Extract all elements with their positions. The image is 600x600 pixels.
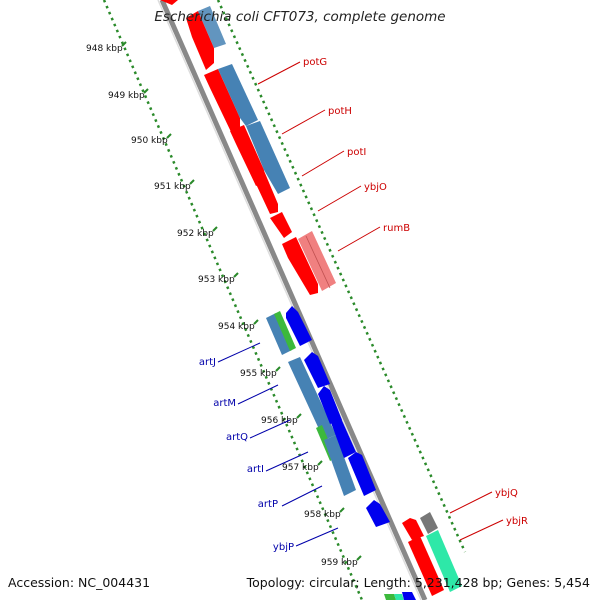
gene-artP[interactable]	[348, 452, 376, 496]
genome-summary: Topology: circular; Length: 5,231,428 bp…	[246, 575, 590, 590]
kbp-tick-label: 951 kbp	[154, 182, 191, 192]
gene-rumB[interactable]	[298, 231, 336, 291]
kbp-tick-mark	[189, 179, 195, 185]
kbp-tick-mark	[275, 366, 281, 372]
gene-label-artP[interactable]: artP	[258, 499, 278, 510]
accession-text: Accession: NC_004431	[8, 575, 151, 590]
gene-potG[interactable]	[186, 6, 226, 70]
gene-label-potG[interactable]: potG	[303, 57, 327, 68]
kbp-tick-mark	[253, 319, 259, 325]
kbp-ruler: 948 kbp 949 kbp 950 kbp 951 kbp 952 kbp 953 k…	[86, 41, 362, 568]
gene-label-leader-artJ	[217, 342, 261, 363]
kbp-tick-mark	[212, 226, 218, 232]
kbp-tick-label: 948 kbp	[86, 44, 123, 54]
bottom-stubs	[384, 592, 416, 600]
gene-label-leader-rumB	[337, 226, 381, 252]
kbp-tick-mark	[317, 460, 323, 466]
gene-label-leader-artQ	[249, 419, 291, 439]
gene-label-leader-artM	[237, 384, 279, 405]
gene-label-potH[interactable]: potH	[328, 106, 352, 117]
kbp-tick-label: 958 kbp	[304, 510, 341, 520]
gene-small-fwd[interactable]	[270, 212, 292, 238]
gene-label-ybjO[interactable]: ybjO	[364, 182, 387, 193]
gene-label-leader-potI	[301, 150, 345, 177]
inner-dotted-ruler	[102, 0, 364, 600]
gene-ybjQ[interactable]	[402, 512, 438, 540]
kbp-tick-mark	[121, 41, 127, 47]
gene-label-potI[interactable]: potI	[347, 147, 366, 158]
kbp-tick-label: 949 kbp	[108, 91, 145, 101]
kbp-tick-mark	[166, 133, 172, 139]
kbp-tick-label: 950 kbp	[131, 136, 168, 146]
gene-label-leader-artI	[265, 451, 309, 472]
kbp-tick-label: 956 kbp	[261, 416, 298, 426]
gene-label-artM[interactable]: artM	[213, 398, 236, 409]
kbp-tick-mark	[143, 88, 149, 94]
gene-labels: potG potH potI ybjO rumB ybjQ ybjR artJ artM artQ…	[199, 57, 528, 553]
gene-label-leader-ybjQ	[449, 491, 493, 514]
gene-fwd-arrow-953[interactable]	[282, 237, 318, 295]
gene-label-leader-potG	[257, 61, 301, 85]
feature-top-stub	[160, 0, 178, 5]
gene-artI[interactable]	[324, 416, 356, 496]
gene-ybjR[interactable]	[408, 530, 462, 596]
gene-label-artQ[interactable]: artQ	[226, 432, 248, 443]
gene-label-leader-ybjR	[459, 519, 504, 541]
gene-ybjP[interactable]	[366, 500, 390, 527]
gene-potH[interactable]	[204, 64, 258, 134]
gene-label-artI[interactable]: artI	[247, 464, 264, 475]
gene-label-leader-artP	[281, 485, 323, 507]
kbp-tick-label: 953 kbp	[198, 275, 235, 285]
kbp-tick-label: 954 kbp	[218, 322, 255, 332]
kbp-tick-label: 959 kbp	[321, 558, 358, 568]
kbp-tick-mark	[296, 413, 302, 419]
kbp-tick-mark	[339, 507, 345, 513]
gene-artM[interactable]	[288, 352, 336, 440]
gene-ybjO[interactable]	[250, 166, 278, 214]
genome-backbone-highlight	[157, 0, 422, 600]
gene-label-rumB[interactable]: rumB	[383, 223, 410, 234]
kbp-tick-mark	[356, 555, 362, 561]
kbp-tick-mark	[233, 272, 239, 278]
gene-label-leader-ybjP	[295, 527, 339, 547]
genome-backbone	[159, 0, 428, 600]
gene-label-leader-ybjO	[317, 185, 362, 212]
kbp-tick-label: 952 kbp	[177, 229, 214, 239]
gene-label-ybjP[interactable]: ybjP	[273, 542, 294, 553]
gene-artJ[interactable]	[266, 306, 312, 355]
gene-label-artJ[interactable]: artJ	[199, 357, 216, 368]
gene-label-leader-potH	[281, 109, 326, 135]
genome-title: Escherichia coli CFT073, complete genome	[154, 9, 446, 25]
gene-label-ybjR[interactable]: ybjR	[506, 516, 528, 527]
kbp-tick-label: 955 kbp	[240, 369, 277, 379]
gene-label-ybjQ[interactable]: ybjQ	[495, 488, 518, 499]
kbp-tick-label: 957 kbp	[282, 463, 319, 473]
